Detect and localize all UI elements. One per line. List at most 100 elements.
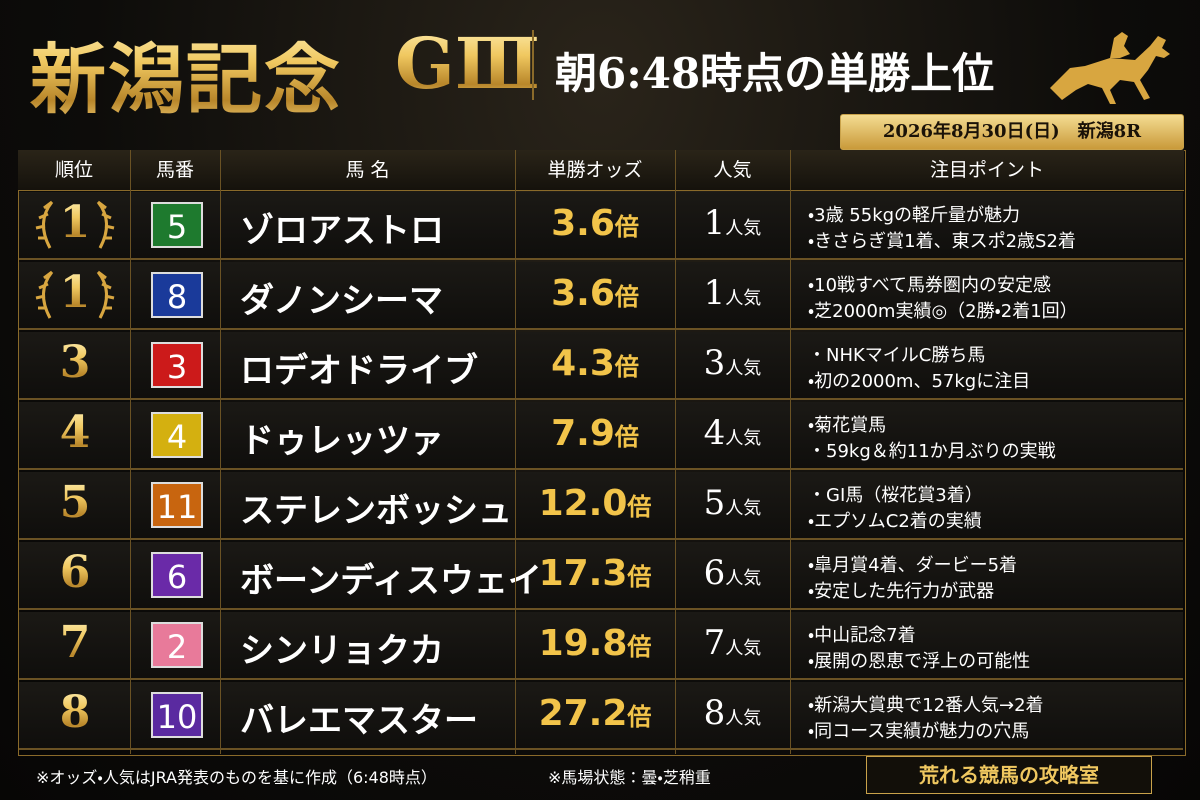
rank: 7 [20,617,130,668]
horse-number: 5 [151,202,203,248]
horse-number: 10 [151,692,203,738]
horse-number: 11 [151,482,203,528]
odds: 3.6倍 [515,273,675,314]
odds-unit: 倍 [627,493,652,521]
table-header [18,150,1184,191]
column-divider [515,150,516,754]
point: ・中山記念7着 [808,625,916,646]
rank: 6 [20,547,130,598]
odds: 27.2倍 [515,693,675,734]
table-row [19,332,1183,400]
column-divider [675,150,676,754]
column-header: 注目ポイント [929,159,1044,181]
horse-number: 6 [151,552,203,598]
column-header: 馬番 [155,159,194,181]
popularity-value: 4 [703,413,726,453]
horse-number: 3 [151,342,203,388]
grade: GⅢ [395,22,541,105]
table-row [19,402,1183,470]
horse-name: ステレンボッシュ [240,491,512,531]
horse-name: ドゥレッツァ [240,421,444,461]
odds-value: 17.3 [538,553,628,594]
table-row [19,682,1183,750]
odds-value: 12.0 [538,483,628,524]
popularity-unit: 人気 [725,498,762,519]
odds: 4.3倍 [515,343,675,384]
footnote: ※オッズ・人気はJRA発表のものを基に作成（6:48時点） [36,768,437,787]
popularity: 7人気 [675,623,790,663]
popularity-unit: 人気 [725,218,762,239]
point: ・GⅠ馬（桜花賞3着） [808,485,983,506]
point: ・展開の恩恵で浮上の可能性 [808,651,1031,672]
point: ・3歳 55kgの軽斤量が魅力 [808,205,1021,226]
column-header: 順位 [54,159,93,181]
popularity-value: 6 [703,553,726,593]
column-divider [220,150,221,754]
popularity-unit: 人気 [725,428,762,449]
popularity: 6人気 [675,553,790,593]
point: ・10戦すべて馬券圏内の安定感 [808,275,1052,296]
horse-name: シンリョクカ [240,631,444,671]
odds: 3.6倍 [515,203,675,244]
popularity-value: 5 [703,483,726,523]
horse-name: ダノンシーマ [240,281,443,321]
odds-unit: 倍 [627,633,652,661]
table-row [19,262,1183,330]
odds-value: 4.3 [551,343,615,384]
point: ・皐月賞4着、ダービー5着 [808,555,1018,576]
horse-number: 8 [151,272,203,318]
horse-name: ロデオドライブ [240,351,478,391]
column-divider [130,150,131,754]
table-row [19,542,1183,610]
popularity-unit: 人気 [725,358,762,379]
point: ・菊花賞馬 [808,415,887,436]
date-badge: 2026年8月30日(日) 新潟8R [840,114,1184,150]
point: ・芝2000m実績◎（2勝・2着1回） [808,301,1078,322]
brand: 荒れる競馬の攻略室 [866,756,1152,794]
odds: 12.0倍 [515,483,675,524]
horse-number: 4 [151,412,203,458]
rank: 1 [20,197,130,248]
odds-value: 27.2 [538,693,628,734]
table-row [19,192,1183,260]
odds-unit: 倍 [614,353,639,381]
point: ・同コース実績が魅力の穴馬 [808,721,1030,742]
popularity-value: 1 [703,203,726,243]
odds-unit: 倍 [614,423,639,451]
odds-unit: 倍 [614,213,639,241]
horse-name: ゾロアストロ [240,211,444,251]
popularity-value: 3 [703,343,726,383]
odds-value: 3.6 [551,203,615,244]
popularity-unit: 人気 [725,568,762,589]
horse-name: ボーンディスウェイ [240,561,542,601]
column-header: 馬 名 [345,159,390,181]
popularity-unit: 人気 [725,638,762,659]
table-row [19,472,1183,540]
popularity-value: 7 [703,623,726,663]
column-header: 単勝オッズ [547,159,643,181]
popularity-value: 8 [703,693,726,733]
rank: 3 [20,337,130,388]
popularity-unit: 人気 [725,288,762,309]
title: 新潟記念 [30,18,342,128]
odds-value: 7.9 [551,413,615,454]
odds: 19.8倍 [515,623,675,664]
popularity-value: 1 [703,273,726,313]
rank: 5 [20,477,130,528]
popularity: 1人気 [675,273,790,313]
point: ・エプソムC2着の実績 [808,511,982,532]
popularity: 1人気 [675,203,790,243]
column-divider [790,150,791,754]
odds: 17.3倍 [515,553,675,594]
rank: 1 [20,267,130,318]
popularity-unit: 人気 [725,708,762,729]
popularity: 8人気 [675,693,790,733]
point: ・新潟大賞典で12番人気→2着 [808,695,1044,716]
footnote: ※馬場状態：曇・芝稍重 [548,768,711,787]
odds-unit: 倍 [627,703,652,731]
point: ・59kg＆約11か月ぶりの実戦 [808,441,1056,462]
horse-name: バレエマスター [240,701,478,741]
